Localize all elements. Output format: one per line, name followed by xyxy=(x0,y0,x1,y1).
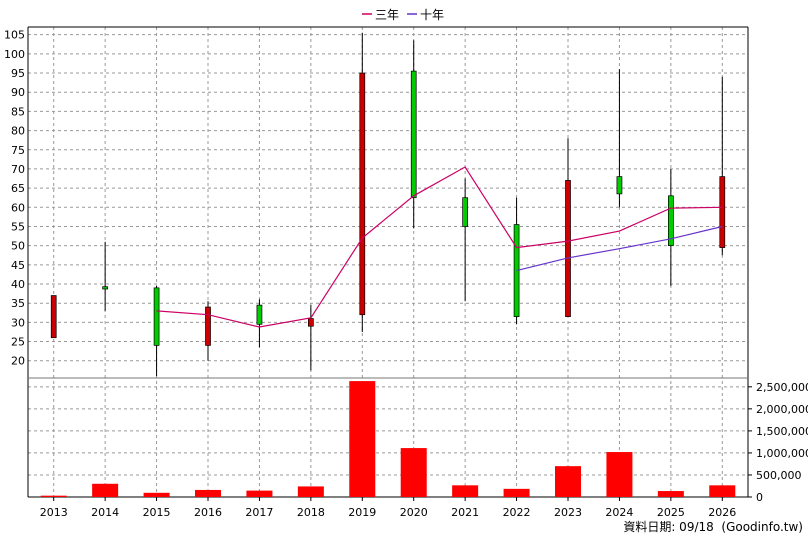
volume-bar xyxy=(657,491,684,497)
volume-tick-label: 1,500,000 xyxy=(756,425,808,438)
price-tick-label: 30 xyxy=(11,316,25,329)
legend-label-3y: 三年 xyxy=(375,8,399,22)
price-tick-label: 55 xyxy=(11,220,25,233)
volume-tick-label: 2,500,000 xyxy=(756,381,808,394)
candle-body xyxy=(50,295,57,339)
candle-body xyxy=(462,197,468,227)
candlesticks xyxy=(50,32,726,377)
volume-bar xyxy=(246,490,273,497)
price-tick-label: 75 xyxy=(11,144,25,157)
volume-tick-label: 1,000,000 xyxy=(756,447,808,460)
volume-bar xyxy=(92,483,119,497)
volume-bar xyxy=(195,489,221,497)
price-tick-label: 95 xyxy=(11,67,25,80)
price-tick-label: 60 xyxy=(11,201,25,214)
volume-bar xyxy=(555,466,581,497)
x-tick-label: 2017 xyxy=(245,506,273,519)
price-tick-label: 50 xyxy=(11,240,25,253)
volume-bar xyxy=(709,485,736,497)
x-tick-label: 2025 xyxy=(657,506,685,519)
volume-bar xyxy=(40,495,67,497)
x-tick-label: 2014 xyxy=(91,506,119,519)
x-tick-label: 2019 xyxy=(348,506,376,519)
price-tick-label: 35 xyxy=(11,297,25,310)
volume-bar xyxy=(297,486,324,497)
x-tick-label: 2022 xyxy=(503,506,531,519)
x-tick-label: 2026 xyxy=(708,506,736,519)
volume-bar xyxy=(452,485,479,497)
volume-bars xyxy=(40,381,736,497)
candle-body xyxy=(668,195,674,247)
candle-body xyxy=(308,318,314,327)
x-tick-label: 2013 xyxy=(40,506,68,519)
volume-bar xyxy=(143,492,170,497)
candle-body xyxy=(102,286,108,290)
candle-body xyxy=(410,70,417,199)
x-tick-label: 2015 xyxy=(143,506,171,519)
volume-bar xyxy=(349,381,376,497)
price-tick-label: 90 xyxy=(11,86,25,99)
volume-tick-label: 2,000,000 xyxy=(756,403,808,416)
x-tick-label: 2016 xyxy=(194,506,222,519)
price-tick-label: 25 xyxy=(11,336,25,349)
series-line-3y xyxy=(156,166,723,328)
price-tick-label: 45 xyxy=(11,259,25,272)
volume-tick-label: 500,000 xyxy=(756,469,802,482)
series-line-10y xyxy=(516,225,723,272)
x-tick-label: 2018 xyxy=(297,506,325,519)
moving-average-lines xyxy=(156,166,723,328)
price-tick-label: 85 xyxy=(11,105,25,118)
legend: 三年 十年 xyxy=(362,8,444,22)
price-tick-label: 80 xyxy=(11,125,25,138)
candle-body xyxy=(153,287,160,346)
x-tick-label: 2024 xyxy=(605,506,633,519)
price-tick-label: 100 xyxy=(4,48,25,61)
candle-body xyxy=(719,176,726,248)
price-tick-label: 20 xyxy=(11,355,25,368)
candle-body xyxy=(205,306,211,346)
price-tick-label: 70 xyxy=(11,163,25,176)
data-source-label: 資料日期: 09/18 (Goodinfo.tw) xyxy=(623,520,803,534)
grid-layer xyxy=(28,27,748,497)
candle-body xyxy=(256,304,263,325)
x-tick-label: 2020 xyxy=(400,506,428,519)
volume-bar xyxy=(503,488,530,497)
price-tick-label: 65 xyxy=(11,182,25,195)
volume-tick-label: 0 xyxy=(756,491,763,504)
candle-body xyxy=(565,180,571,317)
volume-bar xyxy=(606,452,633,497)
volume-bar xyxy=(400,448,427,497)
price-tick-label: 40 xyxy=(11,278,25,291)
axes: 2025303540455055606570758085909510010505… xyxy=(4,29,808,519)
plot-frame xyxy=(27,26,749,498)
candle-body xyxy=(616,176,623,195)
legend-label-10y: 十年 xyxy=(420,8,444,22)
x-tick-label: 2021 xyxy=(451,506,479,519)
x-tick-label: 2023 xyxy=(554,506,582,519)
price-tick-label: 105 xyxy=(4,29,25,42)
candle-body xyxy=(359,72,366,316)
